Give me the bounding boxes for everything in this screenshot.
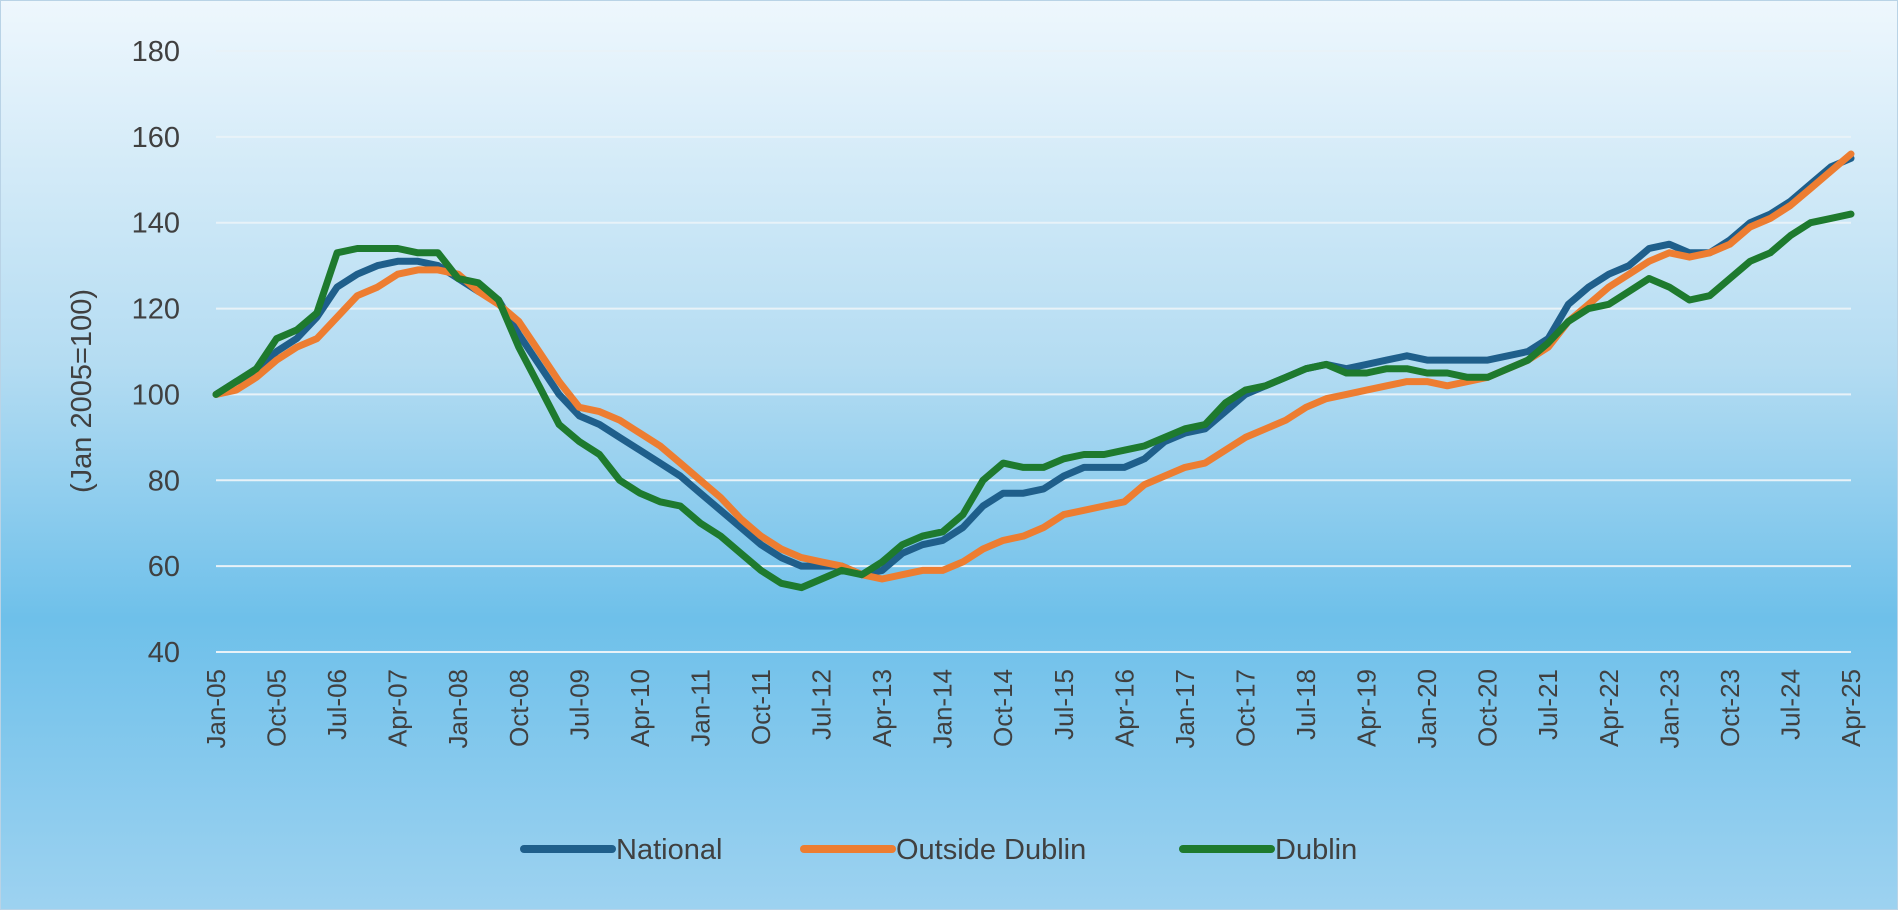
series-lines bbox=[212, 150, 1855, 592]
x-tick-label: Apr-13 bbox=[867, 669, 897, 747]
x-tick-label: Jan-08 bbox=[443, 669, 473, 749]
x-tick-label: Jan-05 bbox=[201, 669, 231, 749]
x-tick-label: Jul-12 bbox=[807, 669, 837, 740]
x-tick-label: Oct-23 bbox=[1715, 669, 1745, 747]
series-line-outside-dublin bbox=[212, 150, 1855, 583]
legend-label-national: National bbox=[616, 834, 722, 866]
x-tick-label: Oct-20 bbox=[1473, 669, 1503, 747]
x-tick-label: Apr-10 bbox=[625, 669, 655, 747]
x-tick-label: Apr-22 bbox=[1594, 669, 1624, 747]
x-tick-label: Jul-15 bbox=[1049, 669, 1079, 740]
y-tick-label: 40 bbox=[148, 637, 180, 669]
x-tick-label: Jan-17 bbox=[1170, 669, 1200, 749]
y-tick-label: 120 bbox=[132, 294, 180, 326]
x-tick-label: Apr-25 bbox=[1836, 669, 1866, 747]
series-line-national bbox=[212, 154, 1855, 579]
x-tick-label: Apr-07 bbox=[383, 669, 413, 747]
x-tick-label: Jul-18 bbox=[1291, 669, 1321, 740]
legend-label-dublin: Dublin bbox=[1275, 834, 1357, 866]
x-tick-label: Oct-08 bbox=[504, 669, 534, 747]
x-tick-label: Jul-21 bbox=[1533, 669, 1563, 740]
x-tick-label: Apr-19 bbox=[1352, 669, 1382, 747]
x-tick-label: Apr-16 bbox=[1109, 669, 1139, 747]
gridlines bbox=[216, 50, 1851, 653]
legend: National Outside Dublin Dublin bbox=[520, 834, 1357, 866]
y-axis-ticks: 40 60 80 100 120 140 160 180 bbox=[132, 36, 180, 669]
x-tick-label: Jul-06 bbox=[322, 669, 352, 740]
series-line-dublin bbox=[212, 210, 1855, 592]
x-tick-label: Jul-24 bbox=[1775, 669, 1805, 740]
y-tick-label: 100 bbox=[132, 379, 180, 411]
x-tick-label: Jan-11 bbox=[685, 669, 715, 747]
x-tick-label: Jan-14 bbox=[928, 669, 958, 749]
y-axis-label: (Jan 2005=100) bbox=[66, 289, 98, 493]
y-tick-label: 160 bbox=[132, 122, 180, 154]
x-tick-label: Jul-09 bbox=[564, 669, 594, 740]
y-tick-label: 140 bbox=[132, 208, 180, 240]
x-tick-label: Oct-14 bbox=[988, 669, 1018, 747]
y-tick-label: 60 bbox=[148, 551, 180, 583]
legend-label-outside-dublin: Outside Dublin bbox=[896, 834, 1086, 866]
y-tick-label: 180 bbox=[132, 36, 180, 68]
x-axis-ticks: Jan-05 Oct-05 Jul-06 Apr-07 Jan-08 Oct-08 Jul-… bbox=[201, 669, 1866, 749]
x-tick-label: Oct-17 bbox=[1230, 669, 1260, 747]
x-tick-label: Jan-23 bbox=[1654, 669, 1684, 749]
x-tick-label: Oct-11 bbox=[746, 669, 776, 745]
x-tick-label: Jan-20 bbox=[1412, 669, 1442, 749]
y-tick-label: 80 bbox=[148, 465, 180, 497]
x-tick-label: Oct-05 bbox=[262, 669, 292, 747]
